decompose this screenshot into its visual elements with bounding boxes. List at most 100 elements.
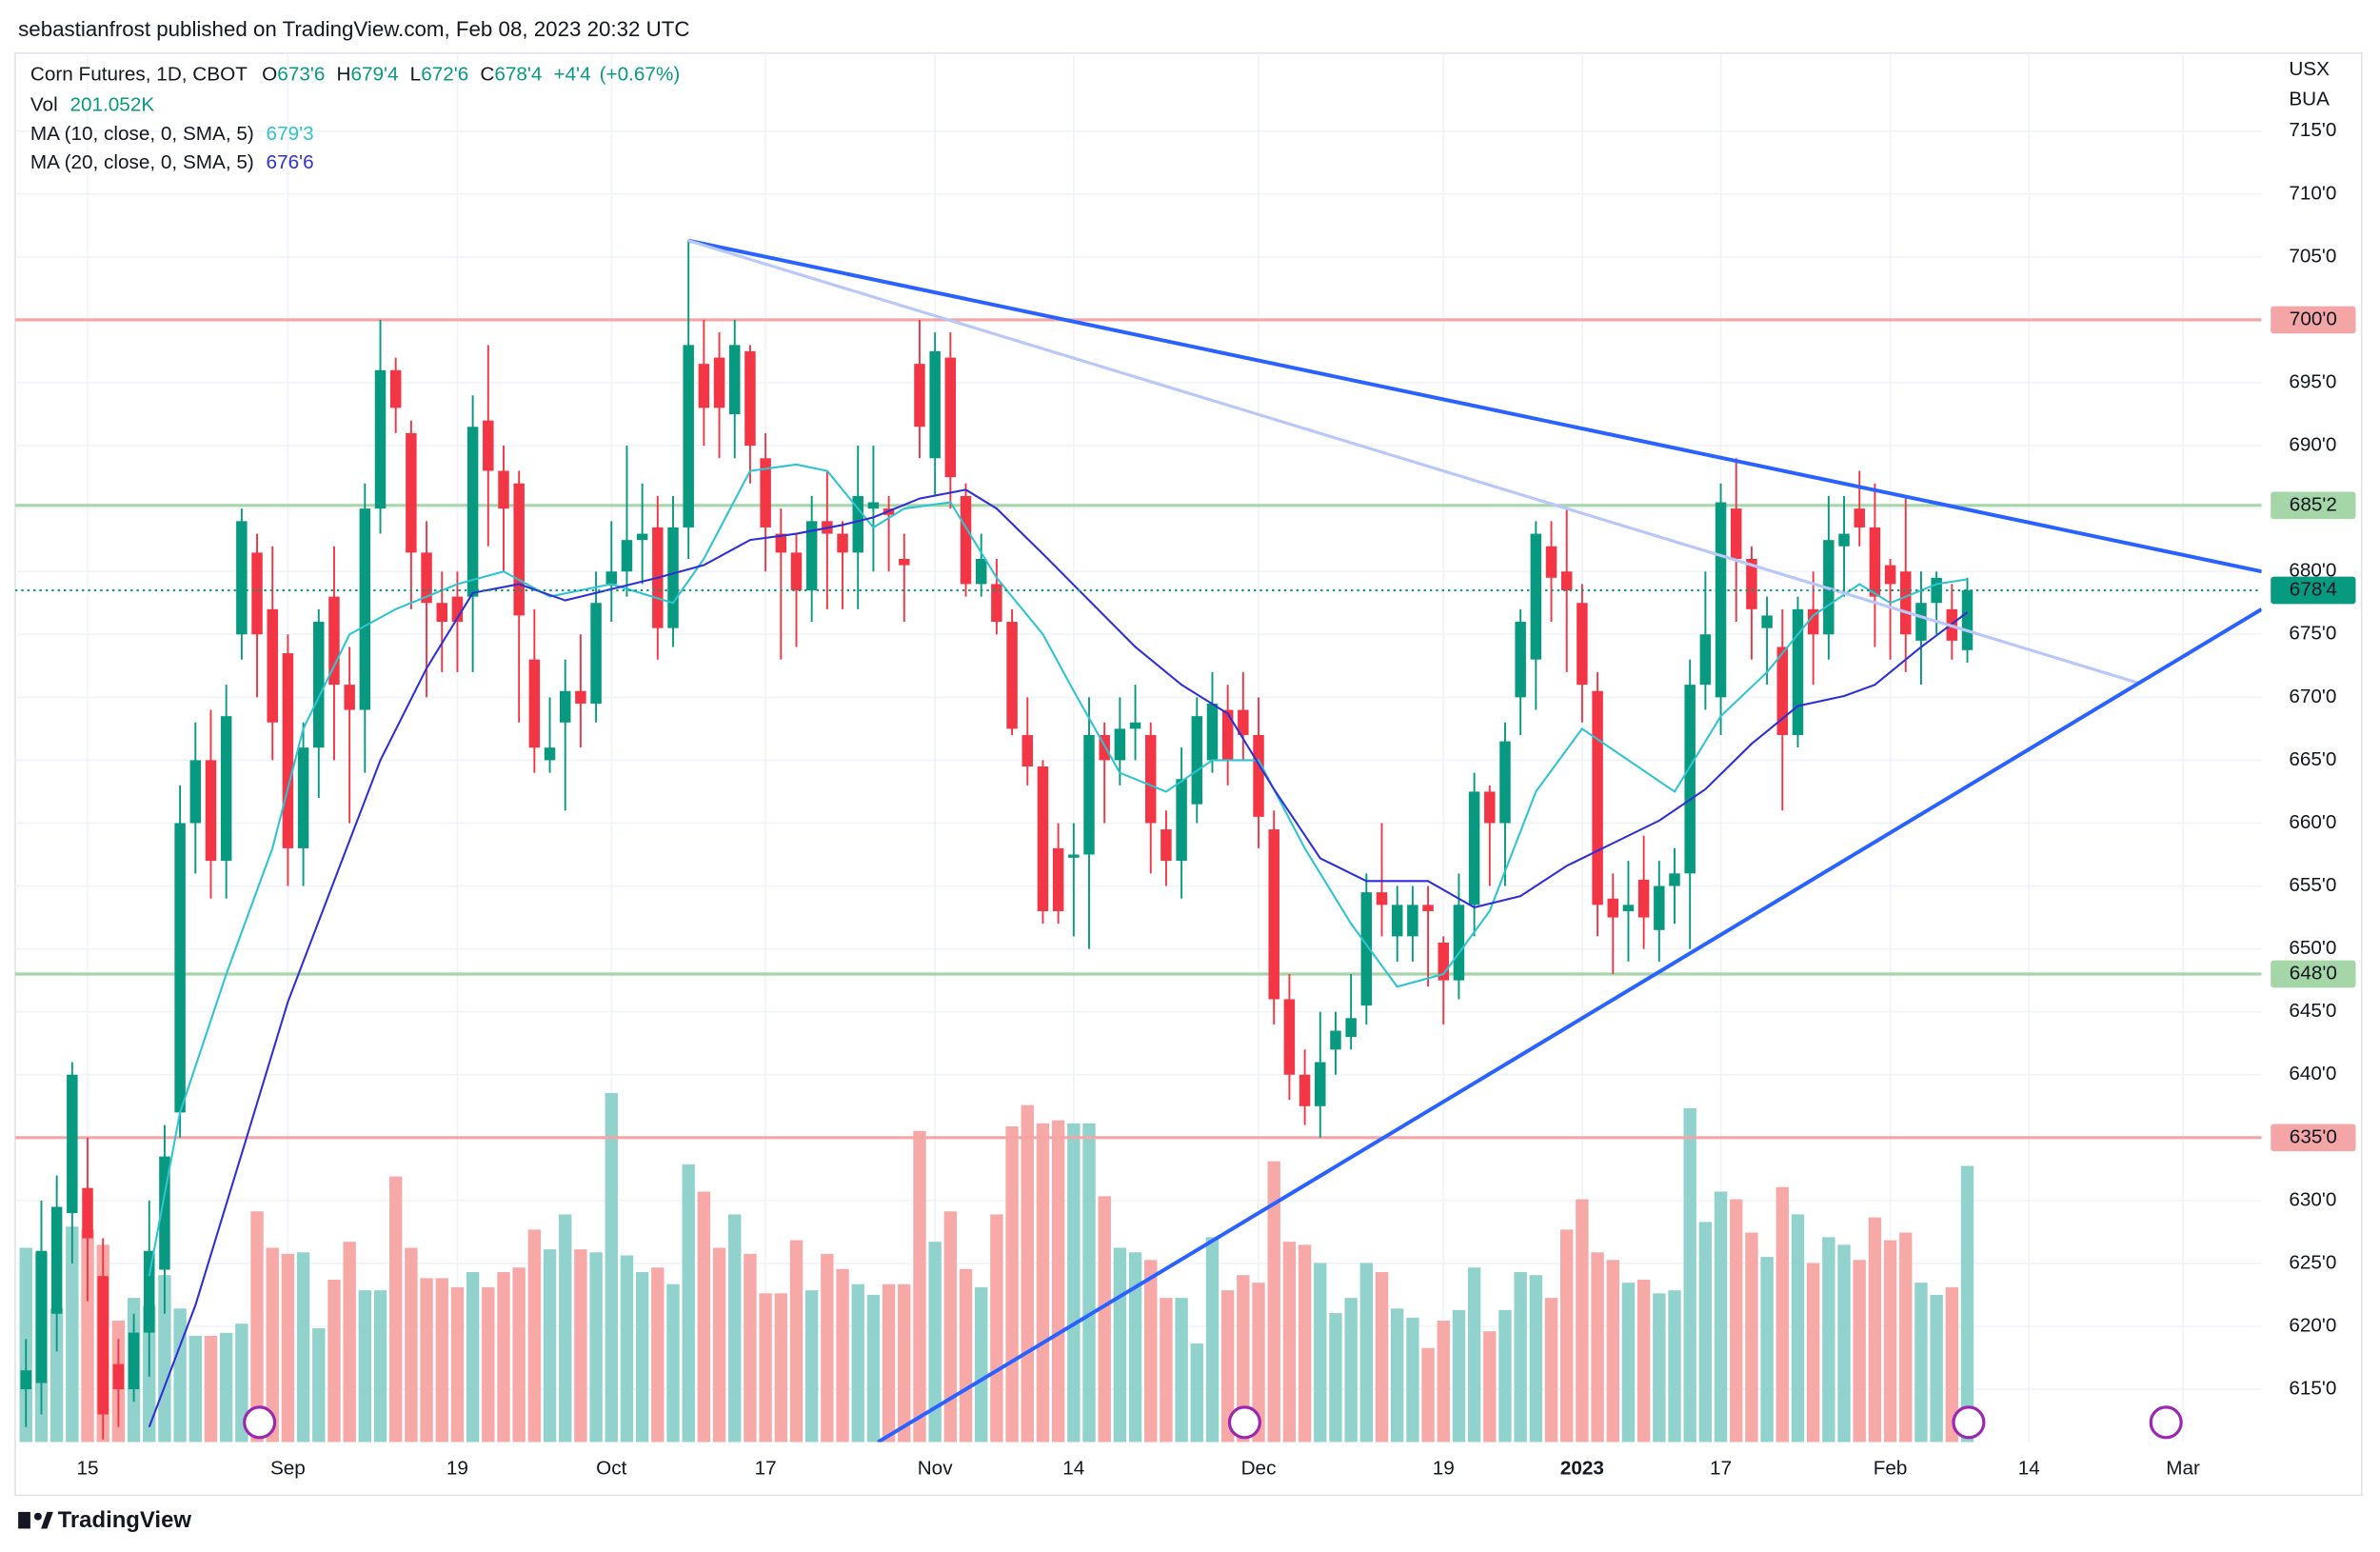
volume-bar	[928, 1242, 942, 1443]
x-tick-label: 15	[76, 1458, 98, 1480]
candle-body	[1715, 502, 1727, 698]
candle-body	[421, 552, 432, 604]
event-icon[interactable]	[1227, 1405, 1261, 1440]
volume-bar	[1067, 1123, 1081, 1443]
volume-bar	[543, 1249, 557, 1443]
candle-body	[528, 659, 541, 748]
candle-body	[1776, 647, 1789, 735]
candle-body	[698, 364, 710, 408]
grid	[14, 52, 2262, 1443]
volume-bar	[712, 1247, 726, 1443]
candle-body	[1376, 892, 1388, 905]
candle-body	[374, 369, 387, 509]
volume-bar	[1082, 1123, 1096, 1443]
candle-body	[82, 1187, 93, 1239]
candle-body	[1221, 709, 1234, 761]
volume-bar	[1714, 1191, 1728, 1443]
candle-body	[498, 470, 509, 509]
level-label-box	[2271, 306, 2356, 334]
candle-body	[128, 1332, 140, 1390]
x-tick-label: Feb	[1874, 1458, 1908, 1480]
volume-bar	[1544, 1298, 1558, 1443]
volume-bar	[158, 1275, 171, 1443]
candle-body	[35, 1250, 48, 1383]
volume-bar	[821, 1253, 834, 1443]
candle-body	[344, 685, 355, 710]
candle-body	[729, 345, 741, 415]
volume-bar	[1421, 1347, 1435, 1443]
volume-bar	[1606, 1260, 1619, 1443]
publisher: sebastianfrost published on TradingView.…	[18, 17, 689, 41]
volume-bar	[466, 1272, 480, 1443]
y-tick-label: 650'0	[2289, 937, 2336, 959]
volume-value: 201.052K	[69, 94, 154, 116]
volume-bar	[450, 1286, 465, 1443]
volume-bar	[266, 1247, 279, 1443]
volume-bar	[1514, 1272, 1527, 1443]
candle-body	[451, 596, 464, 623]
y-tick-label: 670'0	[2289, 686, 2336, 707]
event-icon[interactable]	[243, 1405, 277, 1440]
volume-bar	[1252, 1283, 1265, 1443]
moving-average	[148, 463, 1968, 1277]
volume-bar	[1653, 1293, 1666, 1443]
x-tick-label: Sep	[270, 1458, 306, 1480]
candle-body	[1699, 634, 1712, 686]
candle-body	[1037, 766, 1049, 911]
ma-name: MA (20, close, 0, SMA, 5)	[30, 152, 254, 174]
volume-bar	[1375, 1272, 1389, 1443]
volume-bar	[1390, 1308, 1404, 1443]
candle-body	[1006, 622, 1018, 729]
volume-bar	[1220, 1290, 1235, 1443]
pane-frame	[14, 52, 2363, 1497]
volume-bar	[1945, 1286, 1959, 1443]
x-tick-label: 14	[2018, 1458, 2040, 1480]
candle-body	[1021, 734, 1034, 767]
volume-bar	[559, 1214, 572, 1443]
y-tick-label: 680'0	[2289, 560, 2336, 582]
candle-body	[220, 716, 232, 862]
volume-bar	[1621, 1283, 1636, 1443]
candle-body	[1268, 829, 1279, 1000]
candle-body	[1545, 546, 1557, 578]
candle-body	[1746, 558, 1757, 609]
volume-bar	[744, 1253, 757, 1443]
volume-bar	[296, 1252, 310, 1443]
candle-body	[436, 603, 447, 623]
volume-bar	[1005, 1125, 1019, 1443]
legend-key: H	[337, 64, 351, 86]
candle-body	[929, 350, 941, 459]
volume-bar	[1175, 1298, 1188, 1443]
volume-bar	[759, 1293, 772, 1443]
level-label: 635'0	[2290, 1125, 2337, 1147]
candle-body	[544, 747, 556, 761]
y-tick-label: 660'0	[2289, 811, 2336, 833]
trendline	[687, 238, 2262, 574]
candle-body	[621, 540, 633, 572]
event-icon[interactable]	[2149, 1405, 2183, 1440]
candle-body	[1622, 905, 1635, 911]
volume-bar	[789, 1240, 803, 1443]
volume-bar	[1591, 1252, 1604, 1443]
candle-body	[1068, 854, 1080, 858]
volume-bar	[1282, 1242, 1297, 1443]
volume-bar	[1883, 1240, 1897, 1443]
candle-body	[775, 533, 787, 553]
y-tick-label: 665'0	[2289, 748, 2336, 770]
candle-body	[1884, 565, 1896, 585]
candle-body	[805, 521, 818, 591]
candle-body	[483, 420, 494, 471]
volume-bar	[373, 1290, 387, 1443]
candle-body	[975, 558, 987, 585]
volume-bar	[913, 1130, 926, 1443]
y-tick-label: 655'0	[2289, 874, 2336, 896]
volume-bar	[697, 1191, 711, 1443]
event-icon[interactable]	[1952, 1405, 1986, 1440]
volume-bar	[420, 1278, 433, 1443]
volume-bar	[219, 1332, 233, 1443]
candle-body	[667, 527, 679, 628]
candle-body	[867, 502, 880, 509]
candle-body	[1129, 722, 1141, 729]
candle-body	[1438, 942, 1449, 981]
